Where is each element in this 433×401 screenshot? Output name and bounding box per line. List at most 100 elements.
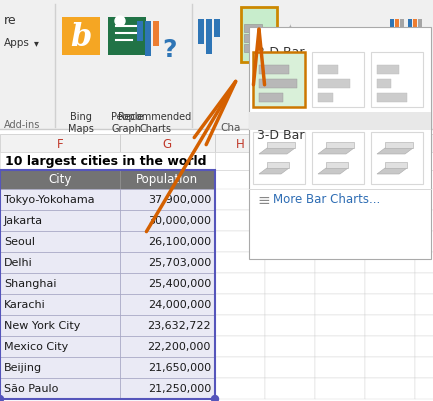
- Bar: [415, 153, 433, 170]
- Bar: [415, 252, 433, 273]
- Bar: [120, 231, 215, 252]
- Text: Beijing: Beijing: [4, 362, 42, 372]
- Bar: [259, 94, 283, 103]
- Bar: [315, 294, 365, 315]
- Bar: [0, 273, 120, 294]
- Bar: [249, 28, 431, 259]
- Text: 37,900,000: 37,900,000: [148, 194, 211, 205]
- Bar: [340, 37, 354, 43]
- Bar: [244, 25, 262, 33]
- Bar: [0, 170, 120, 190]
- Text: H: H: [236, 137, 244, 150]
- Bar: [153, 22, 159, 47]
- Bar: [0, 315, 120, 336]
- Bar: [0, 378, 120, 399]
- Bar: [265, 294, 315, 315]
- Bar: [265, 211, 315, 231]
- Bar: [365, 153, 415, 170]
- Text: 21,650,000: 21,650,000: [148, 362, 211, 372]
- Bar: [305, 45, 325, 51]
- Bar: [315, 231, 365, 252]
- Text: Cha: Cha: [220, 123, 240, 133]
- Bar: [120, 273, 215, 294]
- Bar: [305, 53, 315, 59]
- Text: b: b: [70, 21, 92, 53]
- Polygon shape: [326, 143, 354, 149]
- Bar: [120, 190, 215, 211]
- Bar: [215, 315, 265, 336]
- Bar: [215, 294, 265, 315]
- Text: More Bar Charts...: More Bar Charts...: [273, 192, 380, 205]
- Bar: [215, 231, 265, 252]
- Bar: [390, 20, 394, 38]
- Bar: [265, 378, 315, 399]
- Text: Mexico City: Mexico City: [4, 341, 68, 351]
- Bar: [244, 45, 266, 53]
- Bar: [315, 315, 365, 336]
- Text: ≡: ≡: [257, 192, 270, 207]
- Bar: [365, 252, 415, 273]
- Bar: [0, 130, 433, 401]
- Bar: [315, 357, 365, 378]
- Bar: [395, 20, 399, 32]
- Text: Recommended
Charts: Recommended Charts: [118, 112, 192, 133]
- Polygon shape: [385, 162, 407, 168]
- Bar: [315, 190, 365, 211]
- Bar: [415, 378, 433, 399]
- Bar: [0, 170, 215, 399]
- Text: Shanghai: Shanghai: [4, 278, 56, 288]
- Bar: [265, 170, 315, 190]
- Text: Tokyo-Yokohama: Tokyo-Yokohama: [4, 194, 95, 205]
- Bar: [244, 35, 272, 43]
- Text: Jakarta: Jakarta: [4, 215, 43, 225]
- Text: People
Graph: People Graph: [111, 112, 143, 133]
- Text: 25,703,000: 25,703,000: [148, 257, 211, 267]
- Bar: [340, 53, 350, 59]
- Bar: [215, 273, 265, 294]
- Bar: [215, 252, 265, 273]
- Bar: [415, 211, 433, 231]
- Bar: [215, 153, 265, 170]
- Bar: [259, 80, 297, 89]
- Polygon shape: [267, 162, 289, 168]
- Text: 2-D Bar: 2-D Bar: [257, 46, 304, 59]
- Text: City: City: [48, 173, 72, 186]
- Bar: [415, 273, 433, 294]
- Bar: [0, 153, 215, 170]
- Text: Bing
Maps: Bing Maps: [68, 112, 94, 133]
- Bar: [415, 357, 433, 378]
- Bar: [265, 153, 315, 170]
- Bar: [265, 252, 315, 273]
- Bar: [120, 357, 215, 378]
- Bar: [365, 231, 415, 252]
- Bar: [265, 357, 315, 378]
- Bar: [400, 20, 404, 42]
- Bar: [215, 378, 265, 399]
- Bar: [365, 336, 415, 357]
- Text: Apps: Apps: [4, 38, 30, 48]
- Bar: [0, 357, 120, 378]
- Bar: [410, 45, 430, 51]
- Text: 22,200,000: 22,200,000: [148, 341, 211, 351]
- Polygon shape: [377, 168, 407, 174]
- Text: 23,632,722: 23,632,722: [147, 320, 211, 330]
- Bar: [215, 170, 265, 190]
- Bar: [377, 94, 407, 103]
- Bar: [365, 135, 415, 153]
- Text: Add-ins: Add-ins: [4, 120, 40, 130]
- Bar: [410, 37, 424, 43]
- Bar: [365, 211, 415, 231]
- Polygon shape: [326, 162, 348, 168]
- Bar: [312, 133, 364, 184]
- Bar: [141, 25, 153, 70]
- Circle shape: [211, 395, 219, 401]
- Bar: [265, 135, 315, 153]
- Bar: [377, 66, 399, 75]
- Text: 30,000,000: 30,000,000: [148, 215, 211, 225]
- Bar: [375, 45, 395, 51]
- Bar: [365, 378, 415, 399]
- Bar: [371, 133, 423, 184]
- Bar: [0, 135, 120, 153]
- Text: ✦: ✦: [284, 22, 296, 37]
- Text: Karachi: Karachi: [4, 299, 46, 309]
